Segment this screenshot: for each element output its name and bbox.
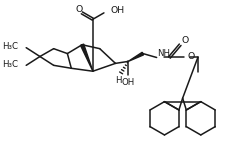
Text: H₃C: H₃C (2, 42, 18, 51)
Text: H₃C: H₃C (2, 60, 18, 69)
Polygon shape (80, 44, 93, 71)
Polygon shape (128, 52, 144, 61)
Text: OH: OH (111, 6, 125, 15)
Text: OH: OH (122, 78, 135, 86)
Text: O: O (187, 52, 194, 61)
Text: H: H (115, 76, 122, 84)
Text: O: O (181, 36, 189, 45)
Text: O: O (75, 5, 83, 14)
Text: NH: NH (158, 49, 171, 58)
